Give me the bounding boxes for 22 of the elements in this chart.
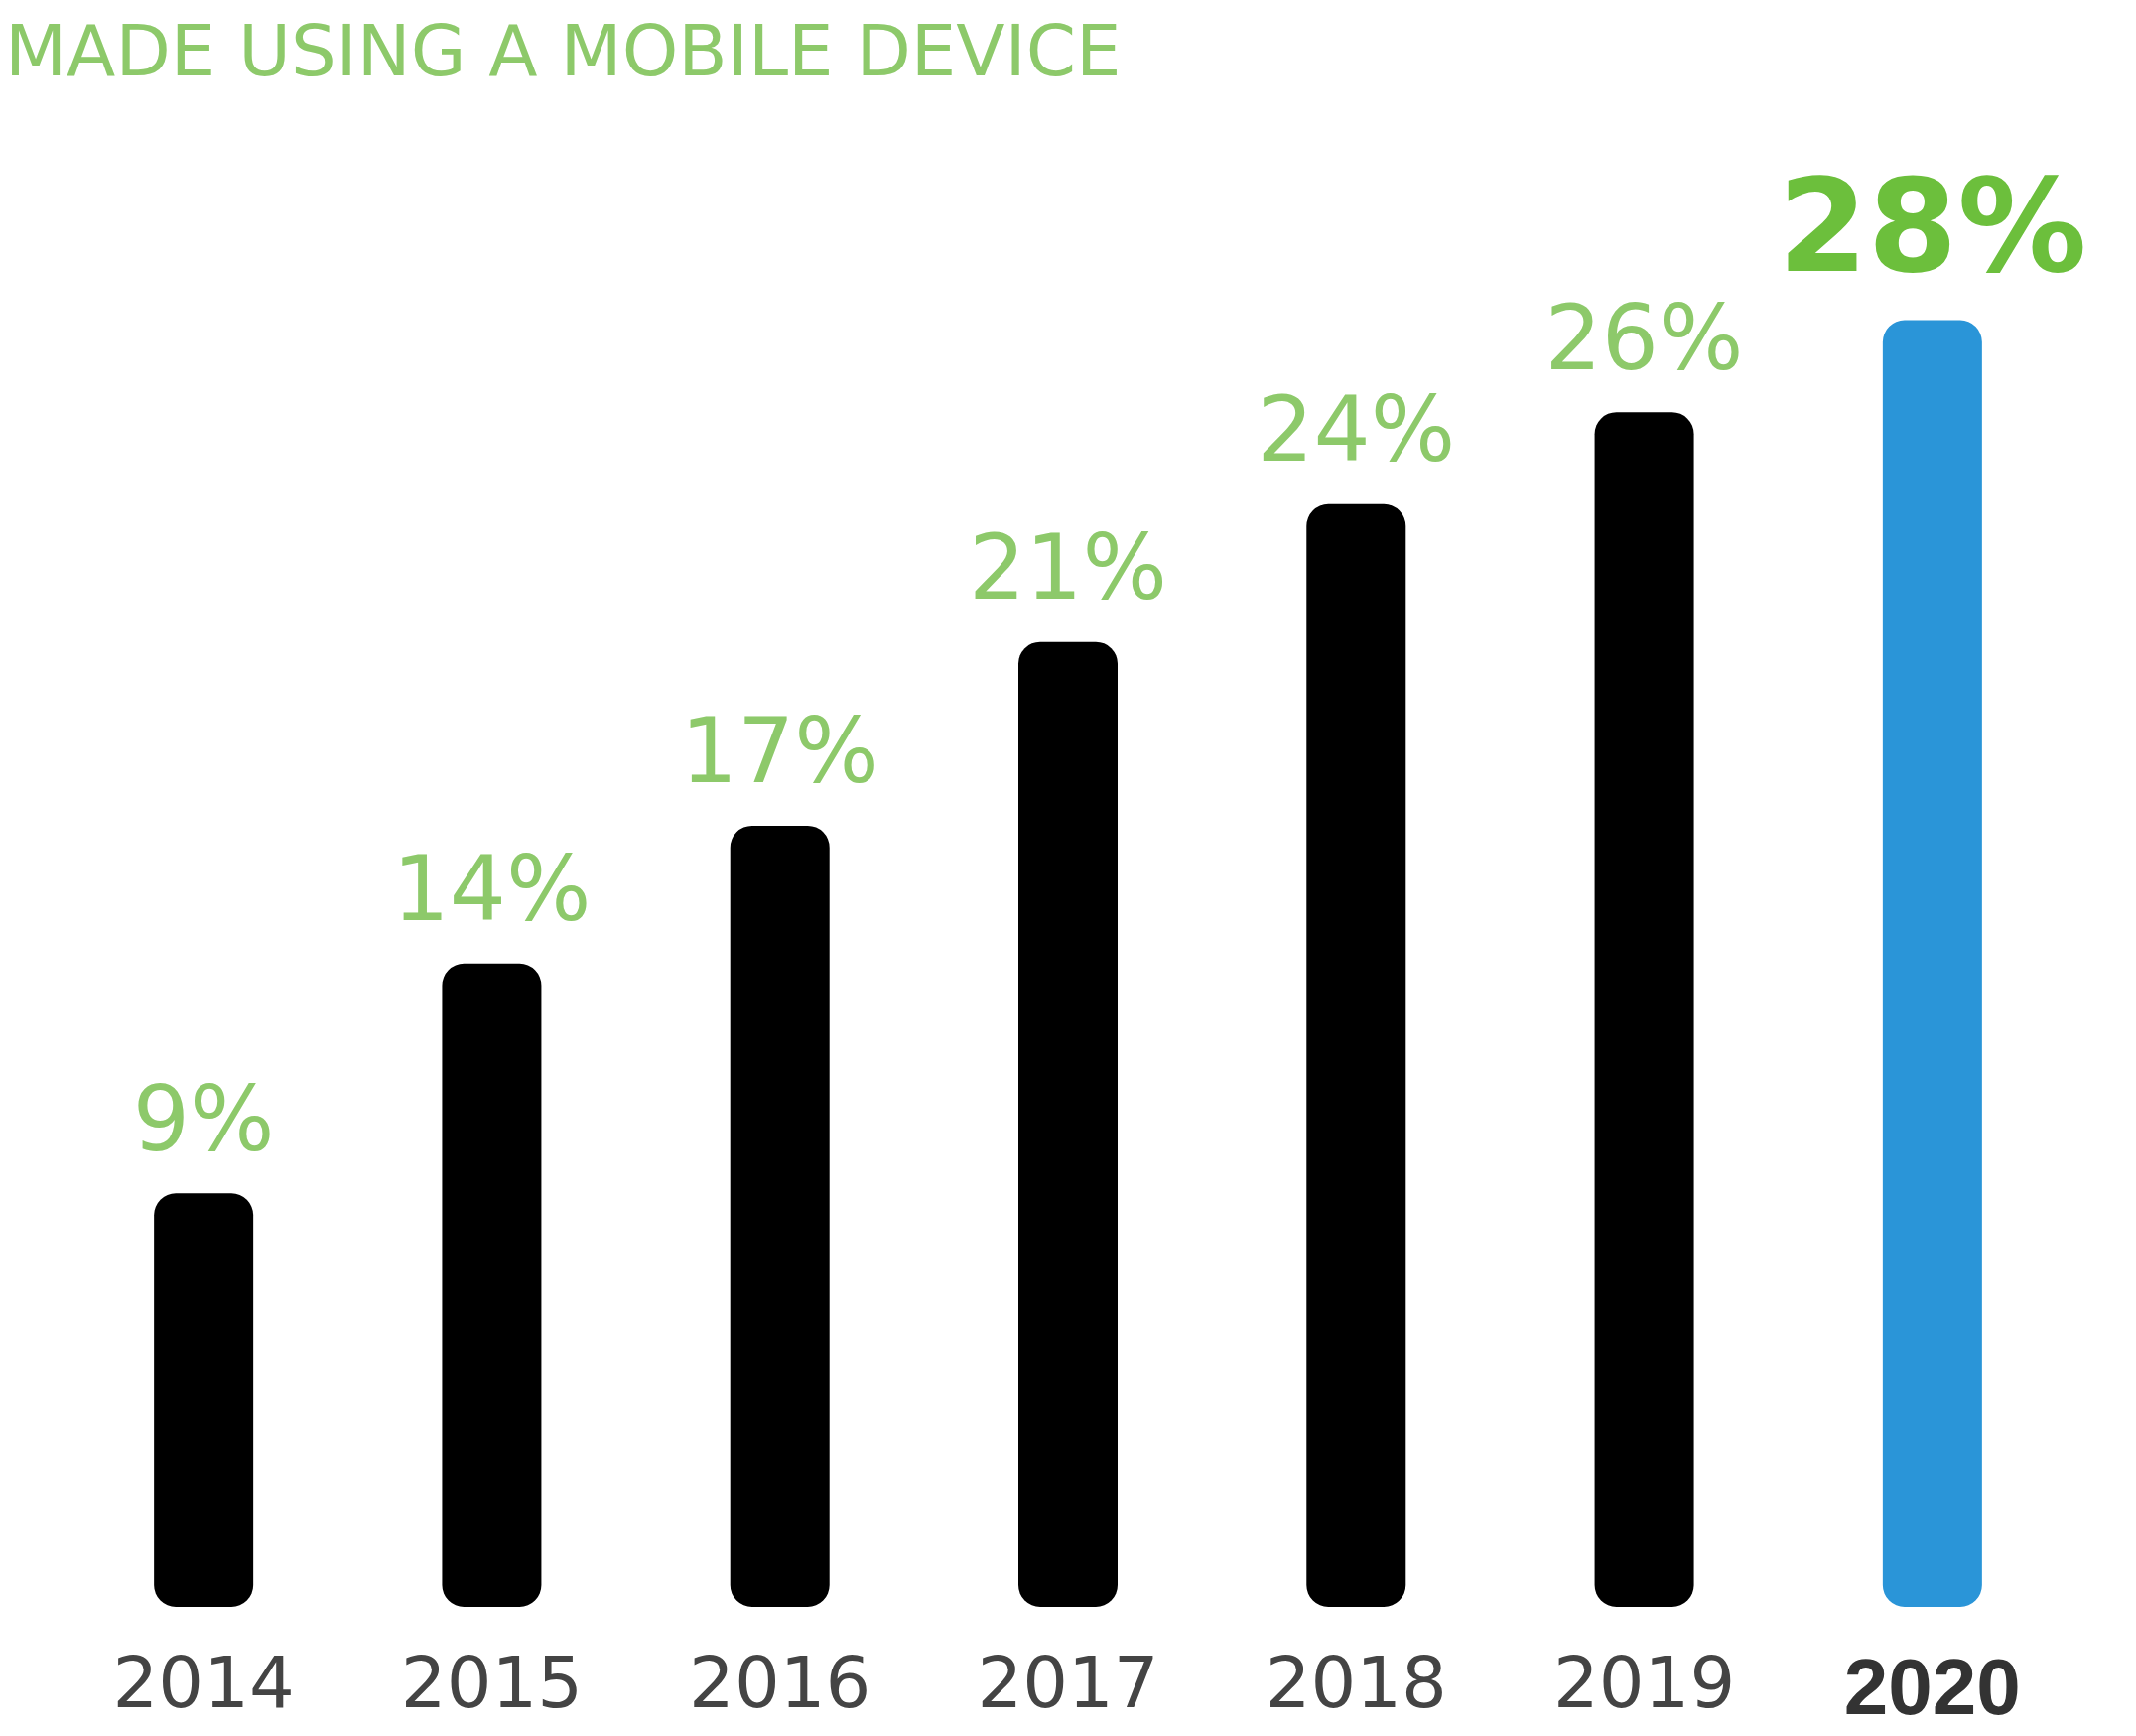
data-label: 26% [1544,285,1744,390]
bar [1594,412,1694,1607]
bar [1882,320,1982,1607]
x-tick-label: 2020 [1843,1642,2021,1731]
x-tick-label: 2015 [400,1641,584,1724]
x-tick-label: 2016 [689,1641,871,1724]
bar [1018,641,1118,1607]
bar [1306,503,1406,1607]
x-tick-label: 2019 [1552,1641,1736,1724]
x-tick-label: 2018 [1265,1641,1447,1724]
chart-title: MADE USING A MOBILE DEVICE [5,9,1122,92]
data-label: 28% [1778,150,2087,302]
data-label: 17% [680,699,879,804]
x-tick-label: 2017 [977,1641,1159,1724]
bar [154,1193,254,1607]
x-tick-label: 2014 [112,1641,295,1724]
data-label: 21% [968,515,1168,620]
data-label: 14% [392,837,592,942]
bar [730,825,830,1607]
bar [442,963,542,1607]
data-label: 24% [1257,377,1456,482]
data-label: 9% [132,1066,275,1171]
